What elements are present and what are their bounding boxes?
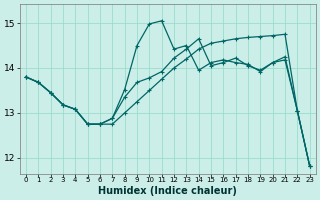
X-axis label: Humidex (Indice chaleur): Humidex (Indice chaleur) xyxy=(98,186,237,196)
